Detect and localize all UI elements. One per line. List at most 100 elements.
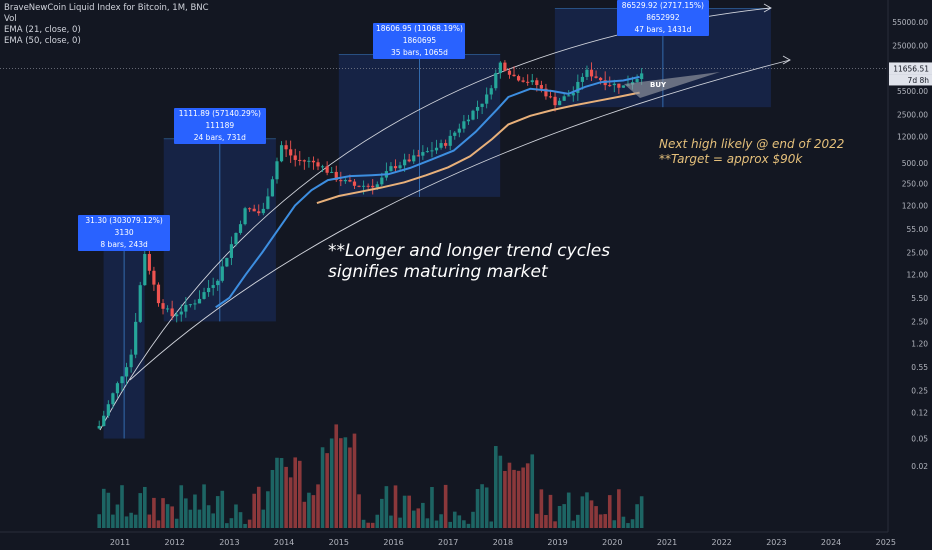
candle-body: [311, 160, 316, 163]
volume-bar: [466, 523, 471, 528]
candle-body: [197, 298, 202, 304]
volume-bar: [498, 455, 503, 528]
volume-bar: [448, 521, 453, 528]
cycle-duration-text: 24 bars, 731d: [193, 132, 246, 142]
candle-body: [165, 308, 170, 310]
volume-bar: [525, 463, 530, 528]
volume-bar: [339, 438, 343, 528]
volume-bar: [170, 506, 174, 528]
candle-body: [494, 73, 498, 89]
legend-symbol[interactable]: BraveNewCoin Liquid Index for Bitcoin, 1…: [4, 3, 209, 13]
volume-bar: [243, 523, 247, 528]
candle-body: [407, 159, 411, 162]
candle-body: [398, 165, 402, 169]
candle-body: [275, 161, 279, 180]
buy-label: BUY: [650, 81, 667, 89]
volume-bar: [188, 509, 193, 528]
candle-body: [124, 367, 129, 377]
candle-body: [170, 308, 174, 317]
candle-body: [284, 145, 288, 150]
buy-zone: BUY: [624, 72, 720, 98]
legend-vol[interactable]: Vol: [4, 14, 17, 24]
volume-bar: [548, 494, 553, 528]
volume-bar: [279, 458, 284, 528]
year-tick-label: 2024: [821, 538, 841, 547]
candle-body: [97, 426, 101, 429]
candle-body: [535, 80, 539, 86]
cycle-label[interactable]: 86529.92 (2717.15%) 8652992 47 bars, 1431…: [616, 0, 709, 36]
year-tick-label: 2016: [383, 538, 403, 547]
candle-body: [594, 76, 598, 78]
volume-bar: [184, 498, 188, 528]
volume-bar: [97, 514, 102, 528]
volume-bar: [325, 453, 329, 528]
volume-bar: [311, 495, 316, 528]
volume-bar: [256, 486, 261, 528]
candle-body: [120, 376, 124, 384]
candle-body: [161, 303, 165, 309]
price-tick-label: 5500.00: [897, 87, 928, 96]
volume-bar: [348, 447, 352, 528]
volume-bar: [425, 518, 430, 528]
candle-body: [539, 85, 543, 89]
cycle-label[interactable]: 18606.95 (11068.19%) 1860695 35 bars, 106…: [373, 23, 466, 60]
volume-bar: [621, 516, 626, 528]
candle-body: [193, 303, 197, 305]
candle-body: [375, 184, 379, 188]
candle-body: [138, 285, 142, 322]
year-tick-label: 2023: [766, 538, 786, 547]
volume-bar: [120, 485, 124, 528]
volume-bar: [626, 523, 630, 528]
volume-bar: [594, 506, 598, 528]
candle-body: [111, 393, 115, 405]
candle-body: [425, 151, 430, 153]
candle-body: [526, 81, 530, 83]
candle-body: [129, 354, 133, 368]
candle-body: [348, 180, 352, 182]
volume-bar: [443, 484, 448, 528]
candle-body: [380, 177, 384, 185]
volume-bar: [535, 513, 539, 528]
candle-body: [330, 171, 334, 173]
volume-bar: [489, 521, 494, 528]
volume-bar: [430, 487, 434, 528]
volume-bar: [553, 521, 557, 528]
target-annotation-line1: Next high likely @ end of 2022: [659, 137, 845, 151]
candle-body: [498, 62, 502, 74]
candle-body: [238, 224, 243, 233]
volume-bar: [521, 467, 525, 528]
legend-ema21[interactable]: EMA (21, close, 0): [4, 25, 81, 35]
volume-bar: [211, 513, 215, 528]
candle-body: [134, 321, 138, 355]
candle-body: [115, 383, 120, 394]
volume-bar: [512, 469, 516, 528]
volume-bar: [617, 489, 621, 528]
volume-bar: [398, 517, 402, 528]
chart-legend: BraveNewCoin Liquid Index for Bitcoin, 1…: [4, 3, 209, 47]
volume-bar: [197, 509, 202, 528]
volume-bar: [215, 496, 220, 528]
volume-bar: [138, 493, 143, 528]
candle-body: [266, 196, 270, 209]
volume-bar: [612, 520, 617, 528]
price-tick-label: 2500.00: [897, 111, 928, 120]
price-axis-bg: [888, 0, 932, 532]
volume-bar: [516, 470, 521, 528]
candle-body: [621, 85, 626, 88]
volume-bar: [370, 522, 375, 528]
candle-body: [357, 185, 361, 187]
candle-body: [466, 119, 471, 122]
volume-bar: [484, 487, 489, 528]
candle-body: [216, 280, 220, 286]
cycle-label[interactable]: 31.30 (303079.12%) 3130 8 bars, 243d: [78, 214, 171, 251]
year-tick-label: 2020: [602, 538, 622, 547]
cycles-annotation-line1: **Longer and longer trend cycles: [328, 241, 611, 261]
buy-zone-shape: [624, 72, 720, 98]
legend-ema50[interactable]: EMA (50, close, 0): [4, 36, 81, 46]
volume-bar: [101, 488, 106, 528]
cycle-label[interactable]: 1111.89 (57140.29%) 111189 24 bars, 731d: [173, 107, 266, 144]
price-axis: 55000.0025000.0012000.005500.002500.0012…: [887, 0, 932, 532]
price-tick-label: 0.55: [911, 363, 928, 372]
candle-body: [279, 145, 284, 162]
